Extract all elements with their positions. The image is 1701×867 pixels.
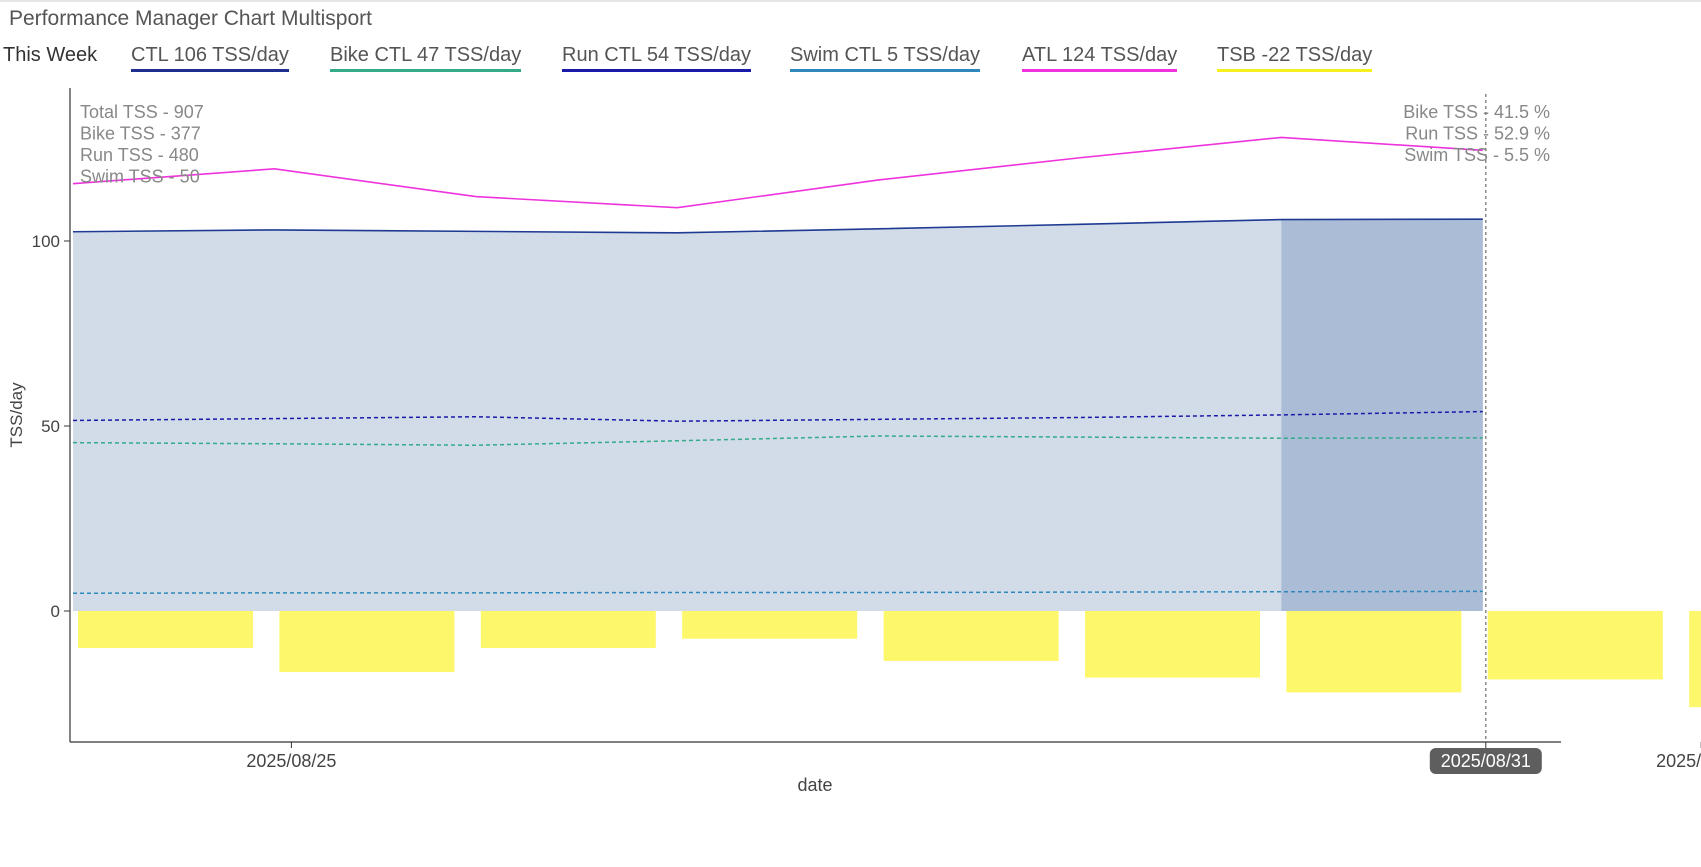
series-lines-layer — [72, 136, 1483, 594]
tsb-bar — [682, 611, 858, 639]
tsb-bar — [78, 611, 253, 648]
series-line-ctl — [72, 218, 1483, 234]
x-tick-label: 2025/08/25 — [246, 751, 336, 771]
ctl-area-current-week — [1281, 219, 1483, 612]
stat-right: Run TSS - 52.9 % — [1405, 124, 1550, 144]
axes-layer: 0 50 100 TSS/day date 2025/08/25 2025/08/31 202… — [7, 88, 1701, 795]
ctl-area-layer — [73, 219, 1483, 612]
x-axis-label: date — [797, 775, 832, 795]
legend-item-tsb[interactable]: TSB -22 TSS/day — [1217, 44, 1373, 72]
ctl-area — [73, 219, 1483, 612]
y-tick-label: 100 — [32, 232, 60, 251]
legend-item-run-ctl[interactable]: Run CTL 54 TSS/day — [562, 44, 751, 72]
stat-left: Bike TSS - 377 — [80, 124, 201, 144]
tsb-bar — [883, 611, 1059, 661]
tsb-bar — [1085, 611, 1260, 678]
legend-item-atl[interactable]: ATL 124 TSS/day — [1022, 44, 1178, 72]
x-tick-highlight-box — [1429, 748, 1542, 774]
x-tick-label-current: 2025/08/31 — [1441, 751, 1531, 771]
tsb-bar — [279, 611, 455, 673]
stat-left: Swim TSS - 50 — [80, 167, 200, 187]
y-tick-label: 50 — [41, 417, 60, 436]
tsb-bar — [1286, 611, 1462, 693]
period-label: This Week — [3, 44, 98, 66]
stat-right: Swim TSS - 5.5 % — [1404, 145, 1550, 165]
legend-item-bike-ctl[interactable]: Bike CTL 47 TSS/day — [330, 44, 522, 72]
stat-left: Run TSS - 480 — [80, 145, 199, 165]
chart-title: Performance Manager Chart Multisport — [9, 7, 372, 30]
series-line-atl — [72, 136, 1483, 209]
tsb-bar — [480, 611, 656, 648]
series-line-run-ctl — [72, 410, 1483, 422]
legend-item-ctl[interactable]: CTL 106 TSS/day — [131, 44, 289, 72]
tsb-bar — [1487, 611, 1663, 680]
top-border — [0, 0, 1701, 2]
y-tick-label: 0 — [51, 602, 60, 621]
x-tick-label: 2025/09/01 — [1656, 751, 1701, 771]
series-line-bike-ctl — [72, 435, 1483, 446]
tsb-bar — [1689, 611, 1701, 708]
legend-item-swim-ctl[interactable]: Swim CTL 5 TSS/day — [790, 44, 981, 72]
tsb-bars-layer — [78, 611, 1701, 708]
stat-left: Total TSS - 907 — [80, 102, 204, 122]
stat-right: Bike TSS - 41.5 % — [1403, 102, 1550, 122]
series-line-swim-ctl — [72, 590, 1483, 594]
y-axis-label: TSS/day — [7, 382, 26, 448]
